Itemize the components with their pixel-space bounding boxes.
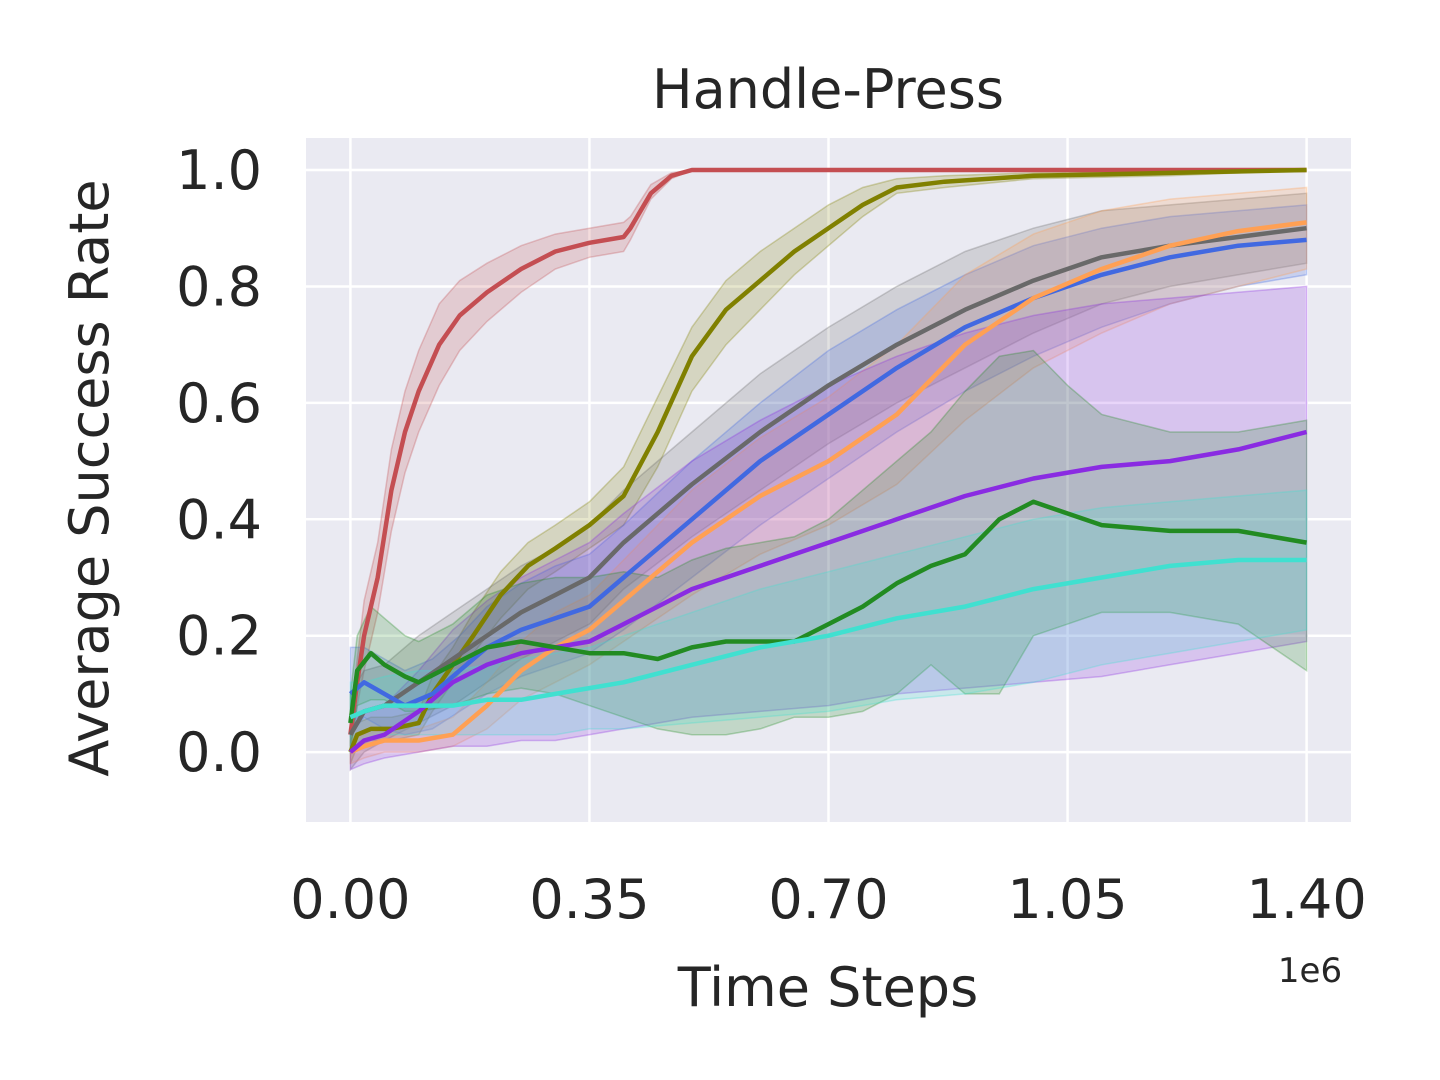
series-2-line (348, 167, 1307, 753)
y-axis-label: Average Success Rate (58, 179, 121, 776)
series-4-band (349, 204, 1308, 737)
y-tick-label: 0.0 (176, 721, 262, 784)
series-6-band (349, 285, 1308, 771)
x-tick-label: 1.05 (1007, 868, 1127, 931)
x-axis-offset-label: 1e6 (1278, 951, 1342, 991)
x-tick-label: 0.35 (529, 868, 649, 931)
y-tick-label: 0.6 (176, 372, 262, 435)
y-tick-label: 0.8 (176, 255, 262, 318)
x-axis-label: Time Steps (677, 956, 978, 1019)
x-tick-label: 0.00 (290, 868, 410, 931)
series-7-line (348, 499, 1307, 724)
x-tick-label: 1.40 (1246, 868, 1366, 931)
y-tick-label: 1.0 (176, 139, 262, 202)
series-8-line (349, 557, 1307, 720)
y-tick-label: 0.4 (176, 488, 262, 551)
series-4-line (348, 237, 1307, 708)
y-tick-label: 0.2 (176, 605, 262, 668)
series-5-line (349, 220, 1307, 755)
tick-labels: 0.00 0.35 0.70 1.05 1.40 0.0 0.2 0.4 0.6 0.8 1.0 (176, 139, 1367, 931)
x-tick-label: 0.70 (768, 868, 888, 931)
series-lines (348, 167, 1308, 755)
chart-title: Handle-Press (652, 58, 1004, 121)
series-1-line (348, 167, 1307, 735)
